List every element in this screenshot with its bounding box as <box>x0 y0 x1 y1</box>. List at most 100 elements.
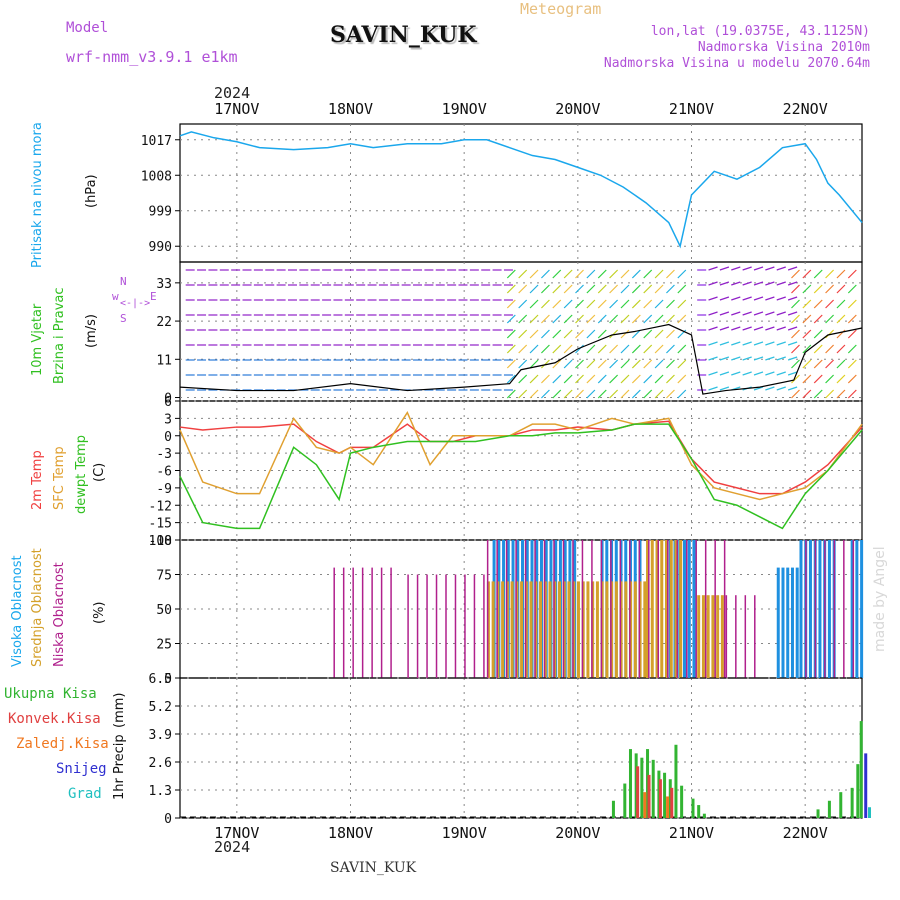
mid-cloud-bar <box>650 540 654 678</box>
wind-barb <box>776 266 786 271</box>
low-cloud-bar <box>361 567 364 678</box>
low-cloud-bar <box>581 540 584 678</box>
y-tick-label: 33 <box>156 277 172 292</box>
wind-barb <box>597 269 607 279</box>
wind-barb <box>847 329 857 339</box>
wind-barb <box>631 314 641 324</box>
wind-barb <box>575 269 584 279</box>
precip-total-bar <box>816 809 820 818</box>
mid-cloud-bar <box>711 595 715 678</box>
low-cloud-bar <box>600 540 603 678</box>
precip-total-bar <box>859 721 863 818</box>
wind-barb <box>731 371 741 376</box>
wind-barb <box>540 374 550 384</box>
y-tick-label: 11 <box>156 353 172 368</box>
x-tick-label-top: 19NOV <box>442 100 487 118</box>
high-cloud-bar <box>808 540 812 678</box>
sfctemp-label: SFC Temp <box>52 446 67 510</box>
wind-barb <box>654 344 664 354</box>
wind-barb <box>847 284 857 294</box>
wind-barb <box>802 284 812 294</box>
wind-barb <box>586 284 596 294</box>
low-cloud-bar <box>486 540 489 678</box>
y-tick-label: 6.5 <box>149 672 172 687</box>
wind-barb <box>836 314 846 324</box>
wind-barb <box>552 284 562 294</box>
wind-barb <box>836 374 846 384</box>
wind-barb <box>802 269 812 279</box>
wind-barb <box>506 299 516 309</box>
wind-barb <box>552 344 562 354</box>
wind-barb <box>575 374 584 384</box>
wind-barb <box>529 329 539 339</box>
wind-barb <box>518 329 528 339</box>
wind-barb <box>791 269 800 279</box>
y-tick-label: 0 <box>164 392 172 407</box>
mid-cloud-label: Srednja Oblacnost <box>30 548 45 667</box>
mid-cloud-bar <box>605 581 609 678</box>
wind-barb <box>609 269 619 279</box>
mid-cloud-bar <box>539 581 543 678</box>
low-cloud-bar <box>390 567 392 678</box>
wind-barb <box>719 386 730 391</box>
wind-barb <box>765 281 775 286</box>
wind-barb <box>776 386 786 391</box>
low-cloud-bar <box>676 540 678 678</box>
wind-barb <box>708 341 718 346</box>
wind-barb <box>540 269 550 279</box>
wind-barb <box>609 329 619 339</box>
precip-snow-bar <box>864 753 868 818</box>
wind-barb <box>529 374 539 384</box>
low-cloud-bar <box>416 574 419 678</box>
dewpt-label: dewpt Temp <box>74 434 89 514</box>
credit-text: made by Angel <box>872 546 888 652</box>
wind-barb <box>597 359 607 369</box>
wind-barb <box>847 314 857 324</box>
wind-barb <box>776 371 786 376</box>
wind-barb <box>677 359 687 369</box>
wind-barb <box>666 299 675 309</box>
mid-cloud-bar <box>633 581 637 678</box>
high-cloud-bar <box>692 540 696 678</box>
high-cloud-bar <box>790 567 794 678</box>
wind-barb <box>677 314 687 324</box>
mid-cloud-bar <box>701 595 705 678</box>
wind-barb <box>609 389 619 399</box>
x-tick-label-bottom: 17NOV <box>214 824 259 842</box>
wind-barb <box>791 344 800 354</box>
precip-total-bar <box>623 783 627 818</box>
wind-barb <box>825 329 835 339</box>
mid-cloud-bar <box>614 581 618 678</box>
low-cloud-bar <box>352 567 354 678</box>
wind-barb <box>731 311 741 316</box>
wind-barb <box>708 356 718 361</box>
wind-barb <box>791 284 800 294</box>
low-cloud-bar <box>852 540 855 678</box>
low-cloud-bar <box>342 567 345 678</box>
precip-total-bar <box>691 798 695 818</box>
compass-w: w <box>112 290 119 303</box>
wind-barb <box>753 356 764 361</box>
wind-barb <box>609 374 619 384</box>
x-tick-label-bottom: 22NOV <box>783 824 828 842</box>
low-cloud-bar <box>833 540 836 678</box>
wind-barb <box>563 389 573 399</box>
precip-conv-bar <box>636 766 640 818</box>
wind-barb <box>731 266 741 271</box>
wind-barb <box>813 269 823 279</box>
mid-cloud-bar <box>567 581 571 678</box>
wind-barb <box>813 344 823 354</box>
mid-cloud-bar <box>674 540 678 678</box>
precip-legend-frozen: Zaledj.Kisa <box>16 736 109 752</box>
model-elevation-text: Nadmorska Visina u modelu 2070.64m <box>603 56 870 71</box>
footer-station: SAVIN_KUK <box>330 860 417 876</box>
low-cloud-bar <box>515 540 517 678</box>
wind-barb <box>753 326 764 331</box>
y-tick-label: 990 <box>149 240 172 255</box>
temp2m-line <box>179 420 863 495</box>
panel-frame <box>179 123 863 263</box>
wind-barb <box>666 344 675 354</box>
precip-total-bar <box>651 759 655 818</box>
wind-barb <box>813 299 823 309</box>
